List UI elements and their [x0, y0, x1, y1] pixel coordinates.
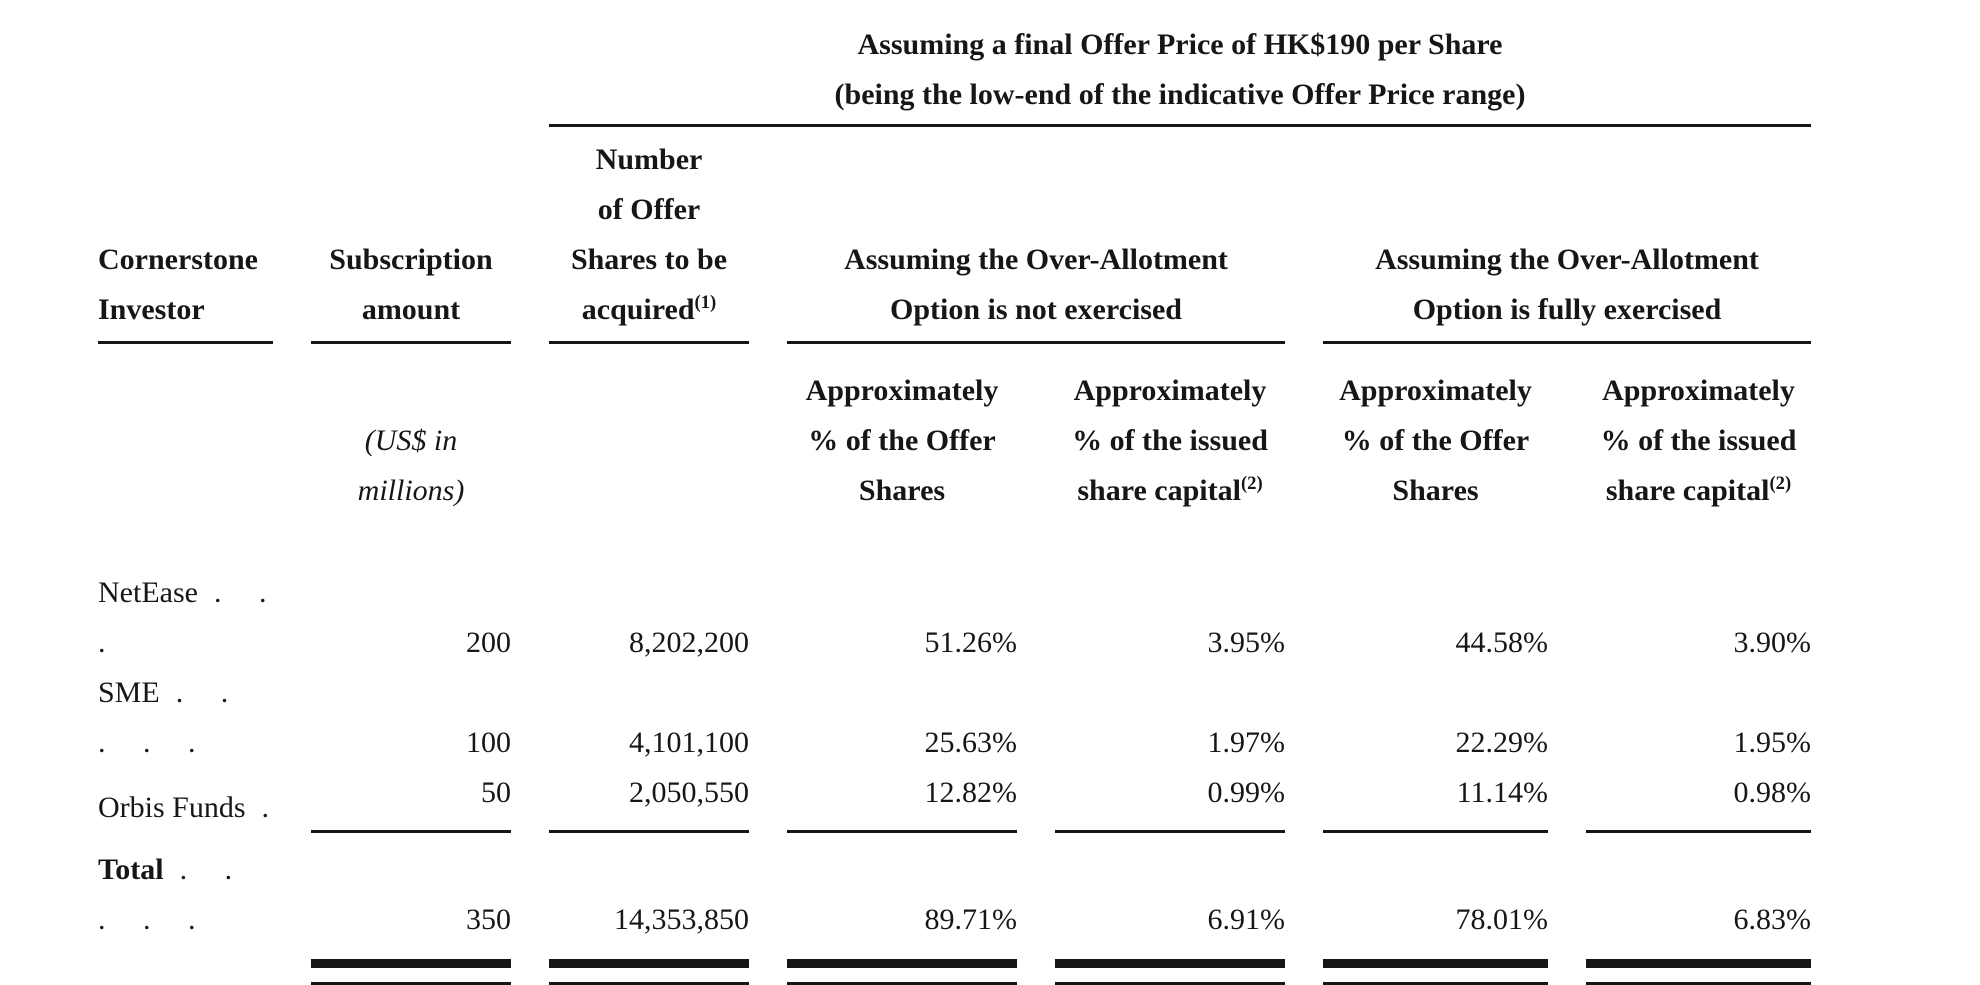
- dot-leader: . . . . .: [98, 853, 233, 936]
- footnote-marker-2: (2): [1240, 473, 1263, 494]
- pct-issued-capital-fullex-cell: 0.98%: [1586, 768, 1811, 833]
- investor-name-cell: NetEase. . .: [98, 576, 267, 659]
- offer-price-header-row: Assuming a final Offer Price of HK$190 p…: [98, 20, 1811, 127]
- double-rule: [549, 959, 749, 985]
- pct-offer-shares-fullex-cell: 44.58%: [1455, 626, 1549, 659]
- offer-shares-cell: 2,050,550: [549, 768, 749, 833]
- double-rule-row: [98, 959, 1811, 985]
- dot-leader: . . .: [98, 576, 267, 659]
- pct-issued-capital-noex-cell: 0.99%: [1055, 768, 1285, 833]
- double-rule: [787, 959, 1017, 985]
- subheader-pct-issued-capital-noex: Approximately % of the issued share capi…: [1072, 374, 1268, 507]
- dot-leader: . . . . .: [98, 676, 229, 759]
- empty-cell: [98, 20, 511, 127]
- pct-offer-shares-fullex-cell: 11.14%: [1323, 768, 1548, 833]
- col-header-cornerstone-investor: Cornerstone Investor: [98, 127, 273, 344]
- total-pct-issued-capital-noex-cell: 6.91%: [1207, 903, 1286, 936]
- subheader-pct-offer-shares-noex: Approximately % of the Offer Shares: [805, 374, 999, 507]
- total-pct-issued-capital-fullex-cell: 6.83%: [1733, 903, 1812, 936]
- total-subscription-amount-cell: 350: [466, 903, 511, 936]
- total-pct-offer-shares-noex-cell: 89.71%: [924, 903, 1018, 936]
- pct-offer-shares-noex-cell: 25.63%: [924, 726, 1018, 759]
- footnote-marker-1: (1): [694, 292, 717, 313]
- empty-cell: [549, 344, 749, 516]
- col-header-number-of-offer-shares: Number of Offer Shares to be acquired(1): [549, 127, 749, 344]
- subheader-row: (US$ in millions) Approximately % of the…: [98, 344, 1811, 516]
- pct-offer-shares-noex-cell: 51.26%: [924, 626, 1018, 659]
- investor-name-cell: Orbis Funds.: [98, 791, 270, 824]
- pct-offer-shares-noex-cell: 12.82%: [787, 768, 1017, 833]
- offer-shares-cell: 4,101,100: [629, 726, 749, 759]
- table-row-sme: SME. . . . . 100 4,101,100 25.63% 1.97% …: [98, 668, 1811, 768]
- table-row-orbis-funds: Orbis Funds. 50 2,050,550 12.82% 0.99% 1…: [98, 768, 1811, 833]
- total-offer-shares-cell: 14,353,850: [614, 903, 749, 936]
- total-label-cell: Total. . . . .: [98, 853, 233, 936]
- offer-price-header-line2: (being the low-end of the indicative Off…: [834, 78, 1526, 111]
- group-header-oa-fully-exercised: Assuming the Over-Allotment Option is fu…: [1323, 127, 1811, 344]
- offer-shares-cell: 8,202,200: [629, 626, 749, 659]
- double-rule: [1323, 959, 1548, 985]
- pct-issued-capital-fullex-cell: 3.90%: [1733, 626, 1812, 659]
- pct-issued-capital-noex-cell: 3.95%: [1207, 626, 1286, 659]
- subheader-pct-offer-shares-fullex: Approximately % of the Offer Shares: [1339, 374, 1532, 507]
- empty-cell: [98, 959, 273, 985]
- col-header-subscription-amount: Subscription amount: [311, 127, 511, 344]
- column-header-row: Cornerstone Investor Subscription amount…: [98, 127, 1811, 344]
- dot-leader: .: [261, 791, 270, 824]
- pct-offer-shares-fullex-cell: 22.29%: [1455, 726, 1549, 759]
- footnote-marker-2: (2): [1769, 473, 1792, 494]
- double-rule: [311, 959, 511, 985]
- subscription-unit-note: (US$ in millions): [357, 424, 465, 507]
- offer-price-header-line1: Assuming a final Offer Price of HK$190 p…: [857, 28, 1503, 61]
- subscription-amount-cell: 50: [311, 768, 511, 833]
- table-row-total: Total. . . . . 350 14,353,850 89.71% 6.9…: [98, 833, 1811, 959]
- table-row-netease: NetEase. . . 200 8,202,200 51.26% 3.95% …: [98, 568, 1811, 668]
- subscription-amount-cell: 200: [466, 626, 511, 659]
- empty-cell: [98, 344, 273, 516]
- investor-name-cell: SME. . . . .: [98, 676, 229, 759]
- total-pct-offer-shares-fullex-cell: 78.01%: [1455, 903, 1549, 936]
- pct-issued-capital-fullex-cell: 1.95%: [1733, 726, 1812, 759]
- subheader-pct-issued-capital-fullex: Approximately % of the issued share capi…: [1600, 374, 1797, 507]
- double-rule: [1055, 959, 1285, 985]
- offer-price-assumption-header: Assuming a final Offer Price of HK$190 p…: [549, 20, 1811, 127]
- subscription-amount-cell: 100: [466, 726, 511, 759]
- double-rule: [1586, 959, 1811, 985]
- spacer-row: [98, 516, 1811, 568]
- pct-issued-capital-noex-cell: 1.97%: [1207, 726, 1286, 759]
- group-header-oa-not-exercised: Assuming the Over-Allotment Option is no…: [787, 127, 1285, 344]
- cornerstone-investors-table: Assuming a final Offer Price of HK$190 p…: [60, 20, 1849, 985]
